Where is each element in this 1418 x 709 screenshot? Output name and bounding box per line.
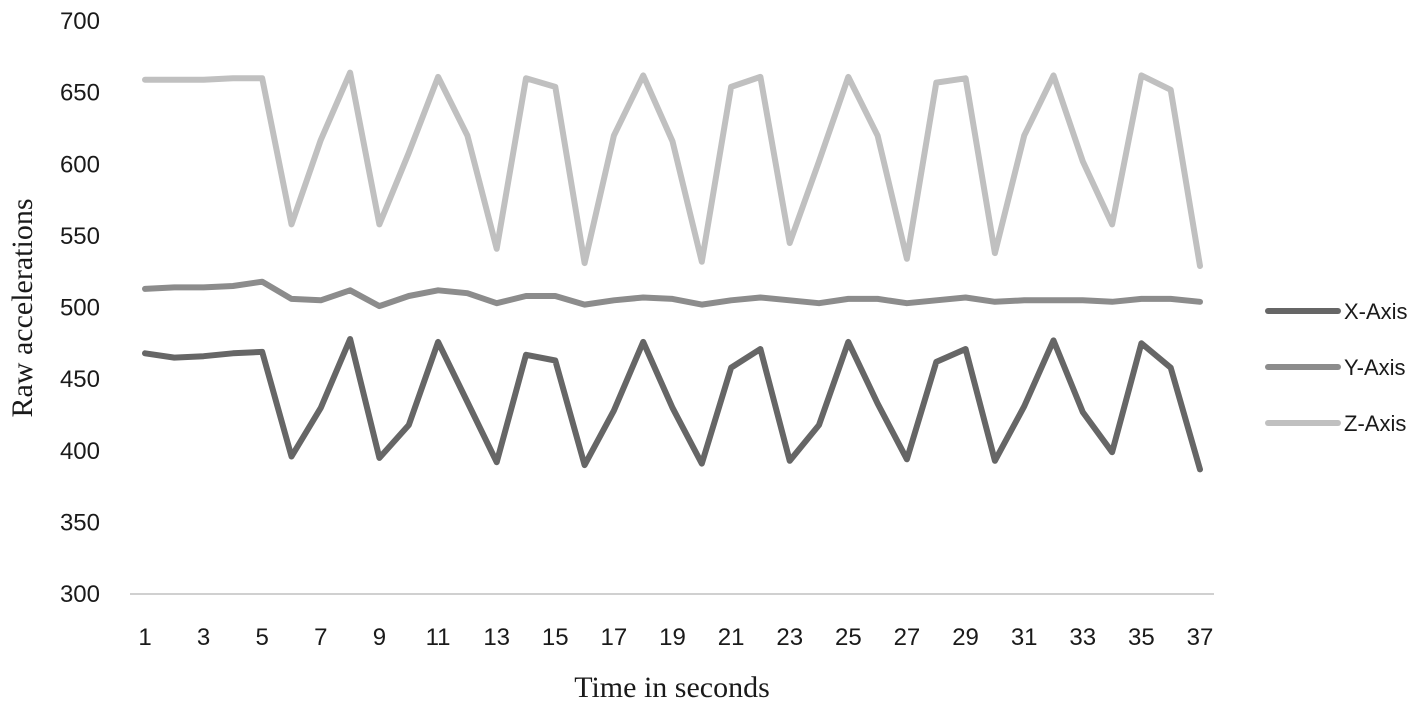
y-tick-labels: 300 350 400 450 500 550 600 650 700 bbox=[60, 8, 100, 608]
series-line-z-axis bbox=[142, 69, 1203, 269]
x-tick-label: 3 bbox=[197, 624, 210, 651]
y-tick-label: 700 bbox=[60, 8, 100, 35]
series-line-x-axis bbox=[142, 336, 1203, 473]
legend-item: Y-Axis bbox=[1265, 355, 1406, 380]
y-tick-label: 650 bbox=[60, 80, 100, 107]
y-tick-label: 300 bbox=[60, 581, 100, 608]
x-tick-label: 13 bbox=[483, 624, 510, 651]
x-tick-label: 31 bbox=[1011, 624, 1038, 651]
x-tick-label: 17 bbox=[601, 624, 628, 651]
legend-item: Z-Axis bbox=[1265, 411, 1406, 436]
series-line-y-axis bbox=[142, 278, 1203, 310]
x-tick-label: 29 bbox=[952, 624, 979, 651]
legend-label: X-Axis bbox=[1344, 299, 1408, 324]
x-tick-labels: 1 3 5 7 9 11 13 15 17 19 21 23 25 27 29 31 33 35 37 bbox=[138, 624, 1213, 651]
x-axis-title: Time in seconds bbox=[574, 671, 770, 704]
x-tick-label: 23 bbox=[776, 624, 803, 651]
legend: X-Axis Y-Axis Z-Axis bbox=[1265, 299, 1408, 436]
x-tick-label: 11 bbox=[426, 624, 451, 651]
x-tick-label: 25 bbox=[835, 624, 862, 651]
y-tick-label: 600 bbox=[60, 151, 100, 178]
x-tick-label: 37 bbox=[1187, 624, 1214, 651]
y-axis-title: Raw accelerations bbox=[6, 198, 39, 417]
legend-label: Y-Axis bbox=[1344, 355, 1406, 380]
y-tick-label: 450 bbox=[60, 366, 100, 393]
x-tick-label: 35 bbox=[1128, 624, 1155, 651]
y-tick-label: 400 bbox=[60, 438, 100, 465]
x-tick-label: 33 bbox=[1069, 624, 1096, 651]
legend-label: Z-Axis bbox=[1344, 411, 1406, 436]
x-tick-label: 7 bbox=[314, 624, 327, 651]
x-tick-label: 21 bbox=[718, 624, 745, 651]
y-tick-label: 550 bbox=[60, 223, 100, 250]
x-tick-label: 19 bbox=[659, 624, 686, 651]
x-tick-label: 27 bbox=[894, 624, 921, 651]
x-tick-label: 15 bbox=[542, 624, 569, 651]
series-lines bbox=[142, 69, 1203, 473]
legend-item: X-Axis bbox=[1265, 299, 1408, 324]
x-tick-label: 1 bbox=[138, 624, 151, 651]
x-tick-label: 5 bbox=[256, 624, 269, 651]
y-tick-label: 350 bbox=[60, 509, 100, 536]
x-tick-label: 9 bbox=[373, 624, 386, 651]
y-tick-label: 500 bbox=[60, 295, 100, 322]
